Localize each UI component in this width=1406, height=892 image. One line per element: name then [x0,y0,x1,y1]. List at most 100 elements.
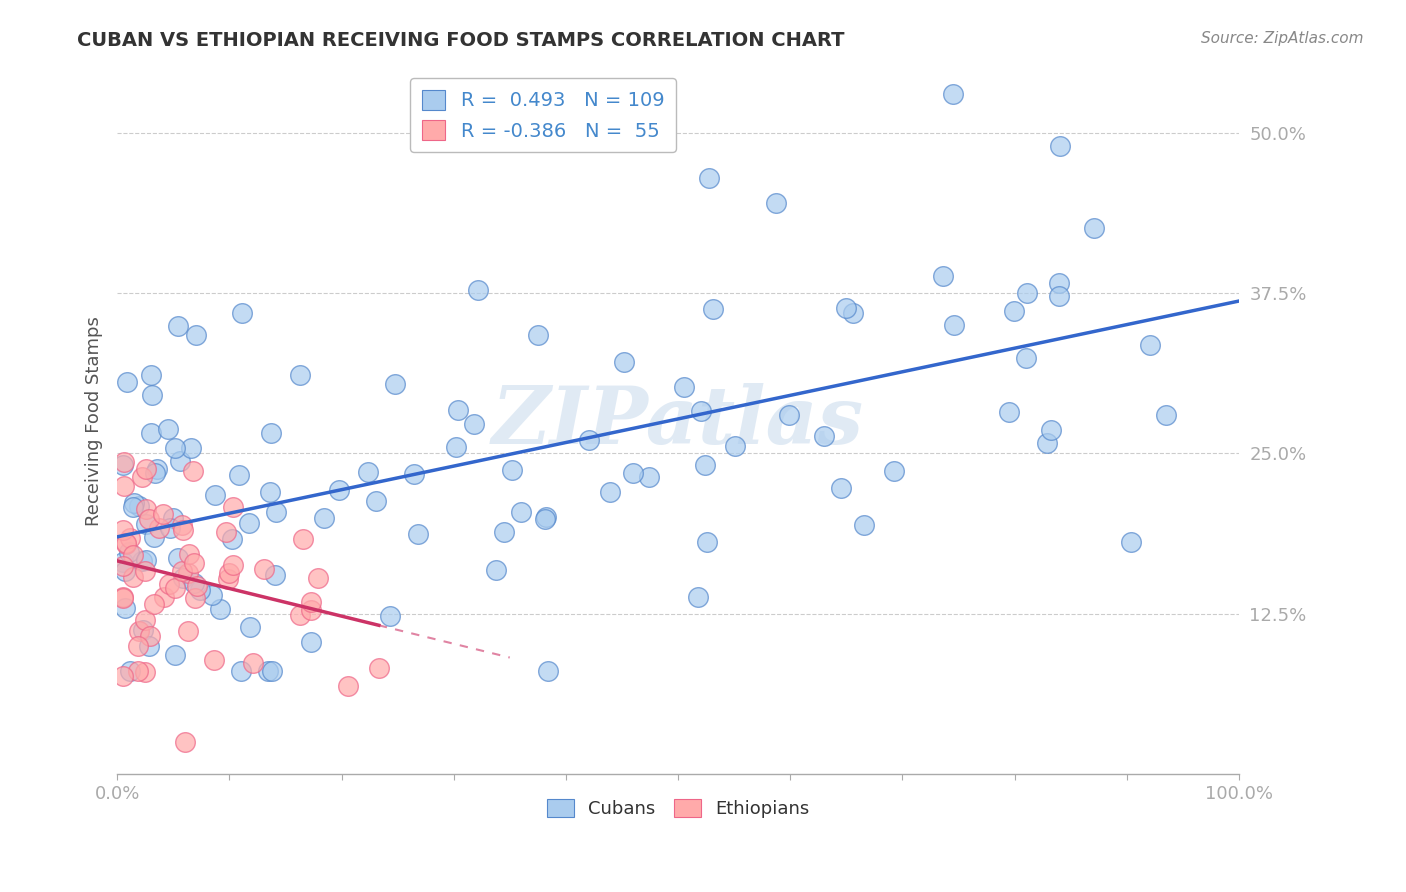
Point [157,577,180,591]
Point [1154,408,1177,422]
Point [534,509,557,524]
Point [357,465,380,479]
Point [121,548,143,562]
Point [170,565,193,579]
Point [406,526,429,541]
Point [228,467,250,482]
Point [172,571,194,585]
Point [222,558,245,573]
Point [328,483,350,497]
Point [111,523,134,537]
Point [702,301,724,316]
Point [765,196,787,211]
Point [467,283,489,297]
Point [114,564,136,578]
Point [606,130,628,145]
Point [162,511,184,525]
Point [188,583,211,598]
Point [201,588,224,602]
Point [111,555,134,569]
Point [578,433,600,447]
Point [492,524,515,539]
Point [813,429,835,443]
Point [830,481,852,495]
Point [131,554,153,568]
Legend: Cubans, Ethiopians: Cubans, Ethiopians [540,791,817,825]
Point [693,458,716,472]
Point [215,524,238,539]
Point [131,470,153,484]
Point [1047,288,1070,302]
Point [115,536,138,550]
Point [134,613,156,627]
Point [621,467,644,481]
Point [288,608,311,623]
Point [112,455,135,469]
Point [165,441,187,455]
Point [148,521,170,535]
Point [159,521,181,535]
Point [141,388,163,402]
Point [218,566,240,580]
Point [135,501,157,516]
Point [127,664,149,678]
Point [689,404,711,418]
Point [778,408,800,422]
Point [883,464,905,478]
Point [686,591,709,605]
Point [257,665,280,679]
Point [177,547,200,561]
Point [724,440,747,454]
Point [120,665,142,679]
Point [447,403,470,417]
Point [204,488,226,502]
Point [135,462,157,476]
Point [165,648,187,662]
Point [152,508,174,522]
Point [291,533,314,547]
Point [134,665,156,679]
Point [117,545,139,559]
Point [638,470,661,484]
Point [183,556,205,570]
Point [202,653,225,667]
Point [112,478,135,492]
Point [536,665,558,679]
Point [533,512,555,526]
Point [229,665,252,679]
Point [127,639,149,653]
Point [128,499,150,513]
Point [942,87,965,102]
Point [163,581,186,595]
Point [1139,338,1161,352]
Point [174,735,197,749]
Point [139,629,162,643]
Point [259,485,281,500]
Point [114,537,136,551]
Point [177,566,200,580]
Point [180,441,202,455]
Point [169,454,191,468]
Point [853,518,876,533]
Point [186,579,208,593]
Y-axis label: Receiving Food Stamps: Receiving Food Stamps [86,317,103,526]
Point [266,505,288,519]
Point [1015,351,1038,365]
Point [242,657,264,671]
Point [111,559,134,574]
Point [139,426,162,441]
Point [181,464,204,478]
Point [142,597,165,611]
Point [696,534,718,549]
Point [142,530,165,544]
Point [404,467,426,481]
Point [238,516,260,531]
Point [932,268,955,283]
Point [167,551,190,566]
Point [117,375,139,389]
Point [314,510,336,524]
Point [217,573,239,587]
Point [143,466,166,480]
Point [177,624,200,638]
Point [263,567,285,582]
